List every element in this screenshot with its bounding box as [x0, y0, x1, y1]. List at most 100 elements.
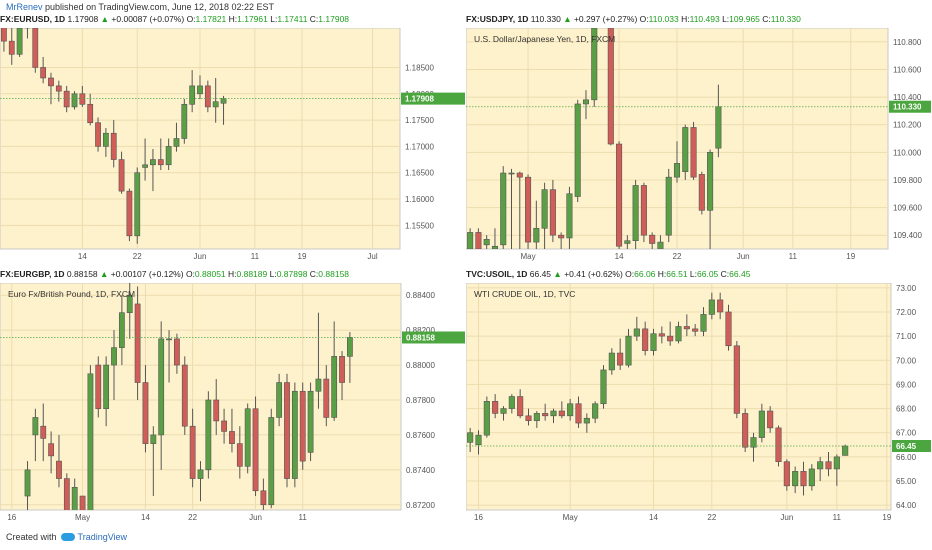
candle-down — [40, 56, 47, 84]
y-tick-label: 68.00 — [896, 405, 917, 414]
candle-body — [118, 159, 125, 192]
open-label: O: — [186, 14, 196, 24]
candle-body — [715, 106, 722, 149]
high-value: 66.51 — [666, 269, 690, 279]
candle-up — [87, 365, 94, 510]
y-tick-label: 1.15500 — [405, 221, 434, 230]
candle-up — [591, 28, 598, 107]
candle-body — [158, 338, 165, 436]
chart-title: U.S. Dollar/Japanese Yen, 1D, FXCM — [474, 34, 615, 44]
candle-body — [692, 328, 699, 332]
open-value: 110.033 — [648, 14, 682, 24]
y-tick-label: 66.00 — [896, 453, 917, 462]
open-label: O: — [185, 269, 195, 279]
candle-up — [582, 90, 590, 120]
chart-canvas[interactable]: 0.88400 0.88200 0.88000 0.87800 0.87600 0.874… — [0, 283, 466, 527]
y-tick-label: 110.000 — [893, 148, 922, 157]
publish-text: published on TradingView.com, June 12, 2… — [45, 2, 275, 12]
candle-up — [173, 122, 180, 152]
candle-body — [792, 471, 799, 487]
x-tick-label: 11 — [789, 252, 798, 261]
candle-body — [825, 461, 832, 470]
candle-down — [725, 304, 732, 351]
y-tick-label: 109.800 — [893, 176, 922, 185]
candle-body — [625, 335, 632, 366]
candle-up — [665, 168, 672, 243]
candle-body — [575, 403, 582, 424]
candle-up — [102, 127, 109, 157]
candle-up — [657, 235, 664, 249]
candle-down — [236, 426, 243, 479]
candle-down — [525, 174, 532, 249]
candle-up — [16, 28, 23, 57]
candle-down — [525, 408, 532, 426]
author-link[interactable]: MrRenev — [6, 2, 43, 12]
candle-up — [166, 330, 172, 383]
low-label: L: — [689, 269, 698, 279]
last-price: 110.330 — [530, 14, 564, 24]
candle-body — [582, 99, 590, 105]
candle-down — [1, 28, 7, 52]
candle-down — [284, 373, 290, 488]
candle-body — [633, 328, 640, 337]
candle-down — [575, 396, 582, 428]
candle-down — [63, 85, 70, 113]
tradingview-link[interactable]: TradingView — [77, 532, 128, 542]
close-value: 66.45 — [729, 269, 751, 279]
chart-canvas[interactable]: 1.185001.180001.175001.170001.165001.160… — [0, 28, 466, 269]
candle-down — [783, 459, 790, 491]
y-tick-label: 69.00 — [896, 380, 917, 389]
plot-area — [466, 283, 892, 511]
candle-body — [134, 303, 141, 383]
candle-body — [667, 335, 674, 342]
symbol-name: FX:EURUSD, 1D — [0, 14, 68, 24]
x-tick-label: Jun — [737, 252, 750, 261]
candle-down — [607, 28, 614, 146]
candle-down — [698, 171, 705, 215]
candle-down — [542, 403, 549, 421]
candle-body — [103, 364, 110, 410]
chart-canvas[interactable]: 73.00 72.00 71.00 70.00 69.00 68.00 67.00 66.00… — [466, 283, 932, 527]
candle-body — [758, 410, 765, 438]
high-label: H: — [657, 269, 667, 279]
low-value: 0.87898 — [276, 269, 310, 279]
candle-body — [174, 338, 180, 366]
y-tick-label: 72.00 — [896, 308, 917, 317]
last-price-tag-label: 1.17908 — [405, 95, 434, 104]
candle-body — [665, 176, 672, 236]
candle-down — [189, 408, 196, 488]
x-tick-label: Jun — [249, 513, 262, 522]
candle-down — [63, 473, 70, 510]
candle-body — [475, 232, 482, 249]
candle-body — [142, 382, 149, 444]
candle-up — [624, 235, 631, 249]
candle-down — [492, 394, 499, 419]
candle-body — [483, 239, 490, 246]
candle-up — [508, 168, 515, 249]
low-label: L: — [269, 269, 277, 279]
x-tick-label: May — [75, 513, 90, 522]
candle-up — [792, 466, 799, 494]
last-price: 0.88158 — [66, 269, 101, 279]
candle-body — [276, 382, 283, 418]
chart-canvas[interactable]: 110.800 110.600 110.400 110.200 110.000 109.8… — [466, 28, 932, 269]
candle-up — [608, 348, 615, 375]
candle-body — [525, 415, 532, 421]
chart-title: Euro Fx/British Pound, 1D, FXCM — [8, 289, 135, 299]
candle-body — [102, 132, 109, 147]
candle-body — [500, 408, 507, 414]
candle-body — [95, 122, 101, 147]
x-tick-label: 16 — [7, 513, 16, 522]
last-price-tag-label: 110.330 — [893, 103, 922, 112]
candle-body — [600, 369, 607, 405]
candle-up — [475, 430, 482, 455]
candle-body — [111, 347, 117, 366]
last-price-tag-label: 66.45 — [896, 442, 917, 451]
candle-body — [165, 146, 172, 166]
candle-body — [71, 487, 78, 510]
candle-body — [229, 431, 235, 444]
y-tick-label: 71.00 — [896, 332, 917, 341]
candle-down — [323, 365, 330, 427]
candle-body — [55, 85, 62, 92]
candle-body — [817, 461, 824, 470]
